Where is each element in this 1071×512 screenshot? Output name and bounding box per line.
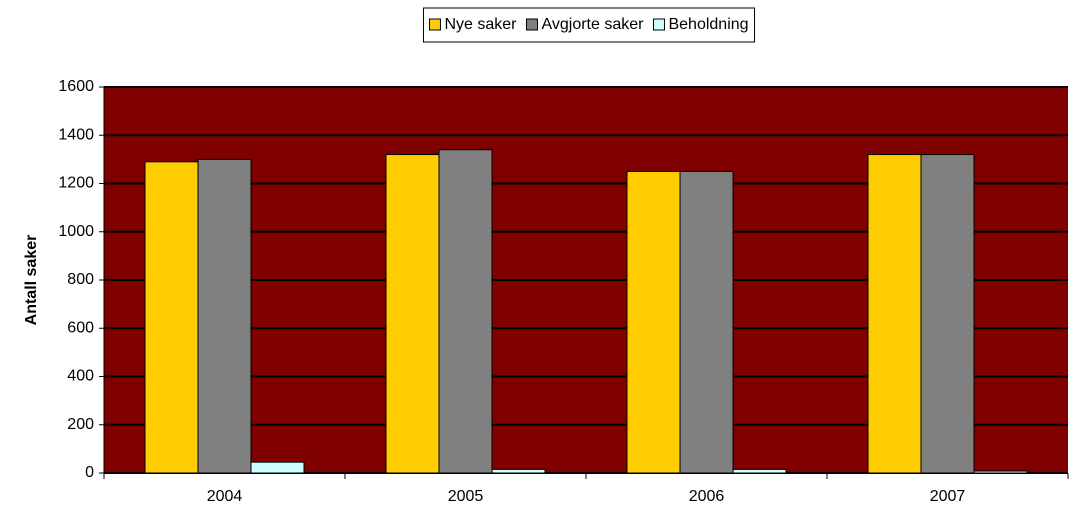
y-tick-label: 800 xyxy=(67,271,94,288)
bar xyxy=(679,170,734,474)
legend-label: Beholdning xyxy=(668,16,748,33)
legend-swatch xyxy=(525,18,538,31)
bar xyxy=(920,154,975,474)
x-tick-label: 2004 xyxy=(207,488,243,505)
y-tick-label: 1600 xyxy=(58,78,94,95)
bar xyxy=(250,461,305,474)
y-tick-label: 200 xyxy=(67,416,94,433)
y-tick-label: 1200 xyxy=(58,175,94,192)
y-tick-label: 400 xyxy=(67,368,94,385)
y-tick-label: 600 xyxy=(67,319,94,336)
bar xyxy=(867,154,922,474)
legend-swatch xyxy=(428,18,441,31)
bar xyxy=(385,154,440,474)
bar xyxy=(144,161,199,474)
legend-label: Avgjorte saker xyxy=(541,16,644,33)
x-tick-label: 2006 xyxy=(689,488,725,505)
y-tick-label: 1400 xyxy=(58,126,94,143)
y-tick-label: 0 xyxy=(85,464,94,481)
bar xyxy=(438,149,493,474)
x-tick-label: 2007 xyxy=(930,488,966,505)
x-tick-label: 2005 xyxy=(448,488,484,505)
y-tick-label: 1000 xyxy=(58,223,94,240)
bar xyxy=(197,158,252,474)
bar xyxy=(626,170,681,474)
legend-swatch xyxy=(652,18,665,31)
bar xyxy=(973,470,1028,474)
legend-label: Nye saker xyxy=(444,16,517,33)
y-axis-label: Antall saker xyxy=(23,235,40,326)
legend xyxy=(422,7,756,43)
bar xyxy=(732,468,787,474)
bar xyxy=(491,468,546,474)
